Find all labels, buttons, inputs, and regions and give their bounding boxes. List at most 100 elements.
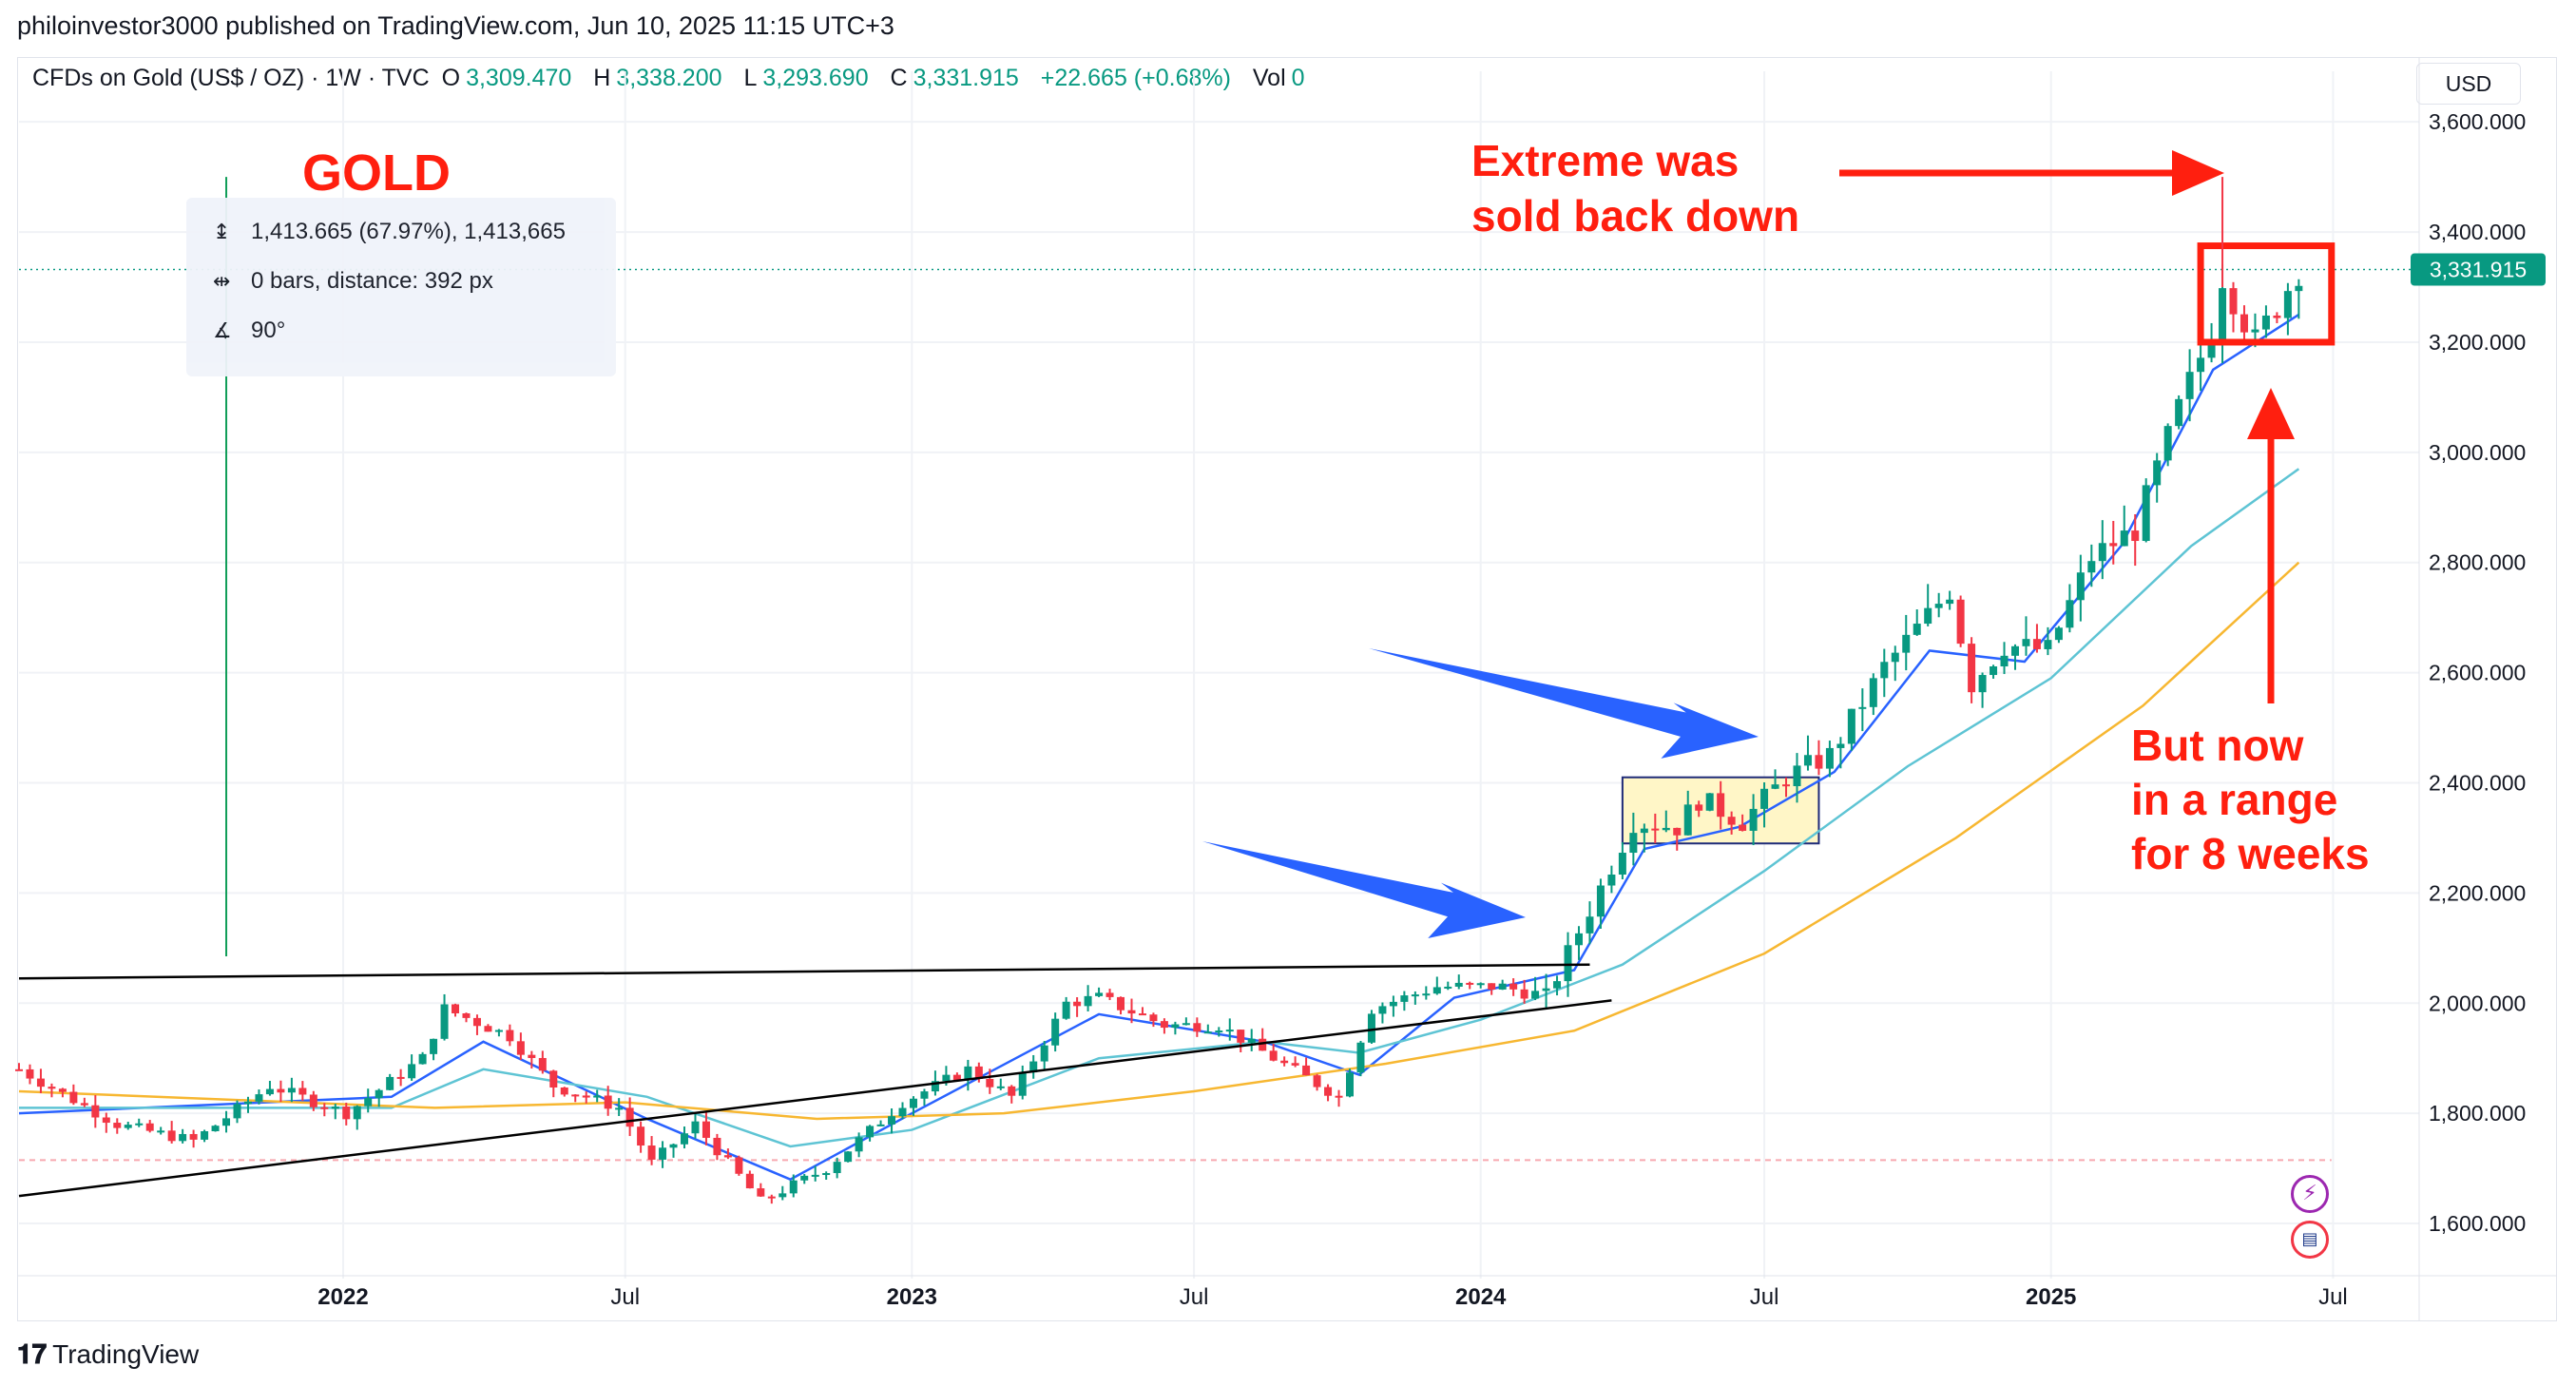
candle-body (1454, 982, 1463, 987)
candle-body (342, 1107, 351, 1120)
us-flag-icon[interactable]: ▤ (2291, 1221, 2329, 1259)
candle-body (2076, 572, 2085, 601)
candle-body (811, 1174, 819, 1177)
candle-body (1193, 1023, 1201, 1032)
y-tick-label: 3,200.000 (2429, 330, 2526, 355)
candle-body (1760, 788, 1769, 809)
candle-body (2219, 288, 2227, 344)
last-price-label: 3,331.915 (2430, 258, 2527, 282)
candle-body (1509, 983, 1518, 990)
candle-body (179, 1133, 187, 1142)
candle-body (866, 1126, 875, 1138)
y-tick-label: 2,400.000 (2429, 771, 2526, 796)
candle-body (386, 1076, 394, 1090)
candle-body (462, 1012, 471, 1018)
candle-body (735, 1157, 743, 1174)
open-value: 3,309.470 (466, 65, 572, 91)
x-tick-label: Jul (2318, 1284, 2348, 1310)
moving-average-line-2 (19, 468, 2300, 1148)
currency-button[interactable]: USD (2416, 63, 2521, 105)
candle-body (1432, 987, 1441, 994)
candle-body (2163, 426, 2172, 461)
close-value: 3,331.915 (913, 65, 1019, 91)
candle-body (396, 1076, 405, 1079)
blue-arrow-2024 (1369, 648, 1759, 759)
candle-body (1302, 1065, 1311, 1076)
candle-body (1629, 833, 1638, 854)
x-tick-label: 2023 (887, 1284, 937, 1310)
y-tick-label: 2,800.000 (2429, 550, 2526, 575)
candle-body (1727, 817, 1736, 825)
candle-body (964, 1066, 972, 1080)
candle-body (2295, 285, 2303, 292)
candle-body (58, 1088, 67, 1092)
candle-body (472, 1017, 481, 1027)
candle-body (320, 1107, 329, 1109)
measure-price-text: 1,413.665 (67.97%), 1,413,665 (251, 219, 566, 244)
candle-body (723, 1155, 732, 1158)
candle-body (1924, 607, 1932, 625)
candle-body (582, 1095, 590, 1098)
candle-body (1990, 666, 1998, 676)
candle-body (1673, 827, 1682, 836)
candle-body (1095, 992, 1104, 996)
moving-average-line-1 (18, 313, 2300, 1182)
candle-body (2000, 655, 2009, 667)
low-value: 3,293.690 (762, 65, 869, 91)
y-tick-label: 2,600.000 (2429, 661, 2526, 685)
candle-body (201, 1130, 209, 1140)
measure-angle-row: ∡ 90° (213, 318, 285, 344)
candle-body (691, 1121, 700, 1134)
candle-body (1782, 784, 1791, 787)
candle-body (1695, 804, 1703, 811)
tradingview-brand: TradingView (52, 1339, 200, 1369)
candle-body (1498, 983, 1507, 990)
candle-body (800, 1175, 809, 1181)
candle-body (102, 1117, 110, 1124)
candle-body (1149, 1014, 1158, 1022)
candle-body (593, 1095, 602, 1098)
candle-body (15, 1068, 23, 1071)
candle-body (2098, 543, 2106, 562)
candle-body (942, 1074, 951, 1082)
symbol-name[interactable]: CFDs on Gold (US$ / OZ) · 1W · TVC (32, 65, 430, 91)
candle-body (1531, 991, 1540, 999)
candle-body (69, 1091, 78, 1104)
blue-arrow-2023 (1202, 841, 1526, 939)
candle-body (1607, 875, 1616, 886)
candle-body (1367, 1013, 1375, 1043)
open-label: O (441, 65, 461, 91)
candle-body (604, 1095, 612, 1109)
candle-body (145, 1123, 154, 1131)
y-tick-label: 2,200.000 (2429, 880, 2526, 905)
lightning-icon[interactable]: ⚡ (2291, 1175, 2329, 1213)
candle-body (1160, 1021, 1168, 1029)
candle-body (1182, 1023, 1190, 1026)
candle-body (1138, 1013, 1146, 1016)
candle-body (1018, 1072, 1027, 1096)
trendline-2 (18, 999, 1612, 1198)
bar-range-icon: ⇹ (213, 270, 231, 294)
candle-body (124, 1125, 132, 1128)
candle-body (1466, 982, 1474, 985)
candle-body (298, 1088, 307, 1095)
candle-body (898, 1107, 907, 1117)
y-tick-label: 3,600.000 (2429, 109, 2526, 134)
candle-body (309, 1094, 317, 1107)
candle-body (1520, 989, 1528, 999)
candle-body (211, 1126, 220, 1131)
candle-body (189, 1133, 198, 1140)
tradingview-logo[interactable]: 𝟏𝟕 TradingView (17, 1338, 199, 1371)
symbol-legend: CFDs on Gold (US$ / OZ) · 1W · TVC O 3,30… (32, 65, 1320, 92)
x-tick-label: Jul (1180, 1284, 1209, 1310)
candle-body (1084, 995, 1092, 1007)
tradingview-glyph-icon: 𝟏𝟕 (17, 1338, 48, 1370)
candle-body (375, 1089, 383, 1099)
last-price-badge (2411, 253, 2546, 286)
candle-body (80, 1103, 88, 1106)
candle-body (1269, 1050, 1278, 1061)
candle-body (647, 1145, 656, 1160)
candle-body (1488, 983, 1496, 990)
candle-body (779, 1193, 787, 1198)
